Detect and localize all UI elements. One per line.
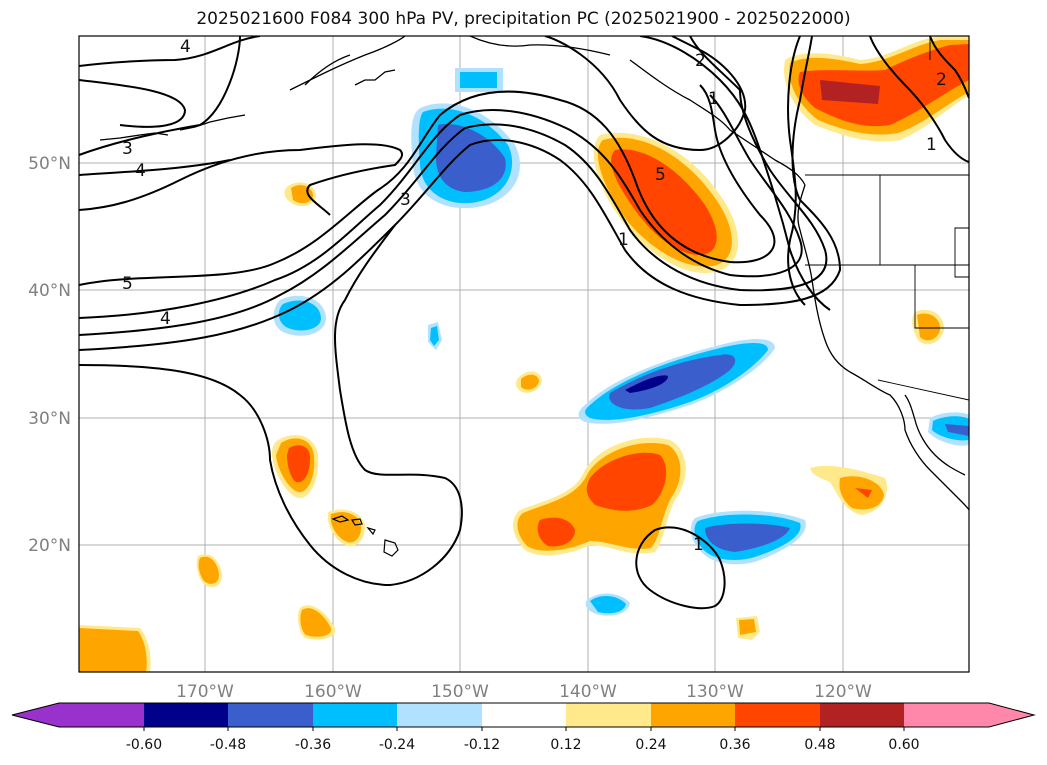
contour-label: 5	[122, 274, 133, 294]
colorbar-tick-label: -0.36	[295, 737, 331, 753]
colorbar-swatch	[144, 703, 228, 727]
contour-label: 1	[926, 135, 937, 155]
longitude-axis: 170°W 160°W 150°W 140°W 130°W 120°W	[176, 682, 872, 702]
lon-label-150w: 150°W	[431, 682, 489, 702]
lon-label-170w: 170°W	[176, 682, 234, 702]
contour-label: 2	[695, 51, 706, 71]
colorbar-swatch	[313, 703, 397, 727]
map-frame	[78, 35, 970, 673]
colorbar-tick-label: 0.12	[550, 737, 581, 753]
latitude-axis: 50°N 40°N 30°N 20°N	[28, 154, 71, 556]
precip-orange-se	[736, 309, 969, 640]
page-title: 2025021600 F084 300 hPa PV, precipitatio…	[196, 9, 851, 29]
lat-label-30n: 30°N	[28, 409, 71, 429]
lat-label-20n: 20°N	[28, 536, 71, 556]
colorbar-swatch	[566, 703, 651, 727]
gridlines	[79, 36, 969, 672]
contour-labels: 4 3 4 3 5 4 2 1 5 1 2 1 1	[122, 37, 947, 555]
coastlines	[99, 36, 969, 511]
colorbar-swatch	[397, 703, 482, 727]
contour-label: 3	[400, 190, 411, 210]
colorbar-swatch	[989, 703, 1034, 727]
colorbar-swatch	[482, 703, 566, 727]
precip-orange-w-islands	[79, 435, 366, 672]
lon-label-120w: 120°W	[814, 682, 872, 702]
precip-blue-central	[578, 339, 775, 424]
colorbar-swatch	[651, 703, 735, 727]
precip-blue-w	[273, 295, 442, 350]
contour-label: 3	[122, 139, 133, 159]
political-borders	[805, 36, 969, 401]
contour-label: 4	[160, 309, 171, 329]
colorbar-swatch	[735, 703, 820, 727]
hawaiian-islands	[331, 515, 399, 557]
colorbar-outline	[11, 702, 1036, 728]
precip-blue-nw	[411, 68, 520, 209]
lon-label-130w: 130°W	[686, 682, 744, 702]
contour-label: 4	[180, 37, 191, 57]
colorbar-tick-label: 0.24	[635, 737, 666, 753]
colorbar-swatch	[59, 703, 144, 727]
lat-label-40n: 40°N	[28, 281, 71, 301]
colorbar-tick-label: 0.36	[719, 737, 750, 753]
precip-orange-ne	[784, 36, 969, 142]
contour-label: 2	[936, 70, 947, 90]
colorbar-tick-label: -0.48	[210, 737, 246, 753]
colorbar-tick-label: -0.60	[126, 737, 162, 753]
contour-label: 5	[655, 165, 666, 185]
precip-blue-south	[585, 510, 806, 616]
contour-label: 1	[693, 535, 704, 555]
colorbar-tick-label: 0.48	[804, 737, 835, 753]
contour-label: 1	[708, 89, 719, 109]
colorbar-tick-label: -0.24	[379, 737, 415, 753]
map-panel	[79, 36, 969, 672]
colorbar-swatch	[820, 703, 904, 727]
precip-orange-subtropical	[513, 437, 686, 556]
lat-label-50n: 50°N	[28, 154, 71, 174]
contour-label: 1	[618, 230, 629, 250]
colorbar-swatch	[12, 703, 59, 727]
lon-label-140w: 140°W	[559, 682, 617, 702]
colorbar: -0.60 -0.48 -0.36 -0.24 -0.12 0.12 0.24 …	[11, 702, 1036, 753]
colorbar-swatch	[228, 703, 313, 727]
colorbar-swatch	[904, 703, 989, 727]
precip-orange-small-c	[515, 371, 542, 393]
colorbar-tick-label: -0.12	[464, 737, 500, 753]
lon-label-160w: 160°W	[304, 682, 362, 702]
colorbar-tick-label: 0.60	[888, 737, 919, 753]
contour-label: 4	[135, 161, 146, 181]
